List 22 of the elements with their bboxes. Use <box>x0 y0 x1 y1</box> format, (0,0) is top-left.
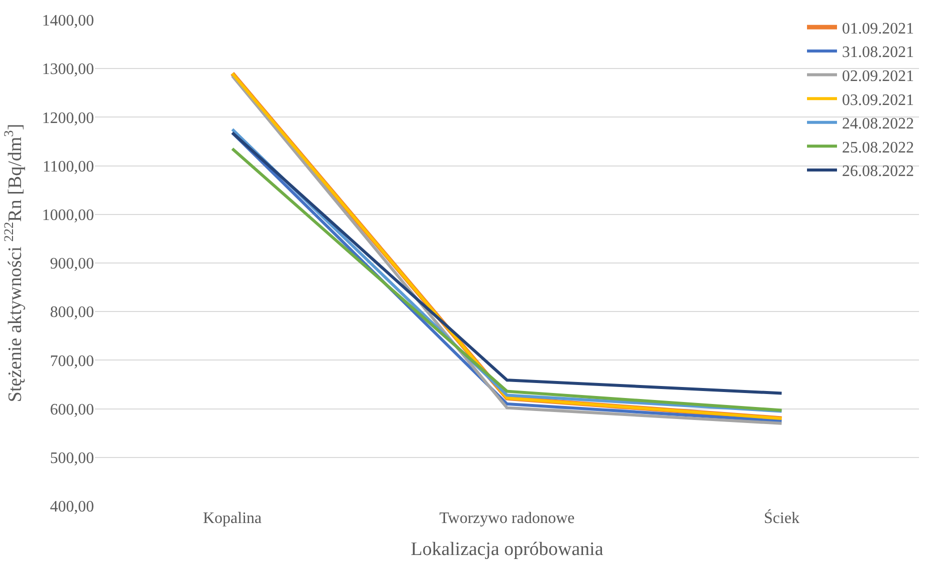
x-tick-label: Tworzywo radonowe <box>439 510 575 527</box>
y-tick-label: 1100,00 <box>42 158 94 176</box>
legend-label: 26.08.2022 <box>842 163 914 180</box>
y-tick-label: 1300,00 <box>42 61 94 78</box>
legend-label: 01.09.2021 <box>842 20 914 38</box>
legend-label: 02.09.2021 <box>842 68 914 86</box>
y-tick-label: 500,00 <box>50 450 94 467</box>
y-tick-label: 800,00 <box>50 304 94 322</box>
y-tick-label: 700,00 <box>50 352 94 370</box>
x-tick-label: Ściek <box>764 509 800 527</box>
legend-label: 31.08.2021 <box>842 44 914 62</box>
y-tick-label: 1400,00 <box>42 12 94 30</box>
legend-label: 25.08.2022 <box>842 139 914 156</box>
y-tick-label: 600,00 <box>50 401 94 418</box>
x-axis-title: Lokalizacja opróbowania <box>410 538 604 560</box>
y-tick-label: 1200,00 <box>42 110 94 127</box>
legend-label: 03.09.2021 <box>842 92 914 109</box>
x-tick-label: Kopalina <box>203 510 262 527</box>
y-tick-label: 900,00 <box>50 256 94 273</box>
legend-label: 24.08.2022 <box>842 116 914 133</box>
y-tick-label: 1000,00 <box>42 207 94 224</box>
y-tick-label: 400,00 <box>50 498 94 516</box>
